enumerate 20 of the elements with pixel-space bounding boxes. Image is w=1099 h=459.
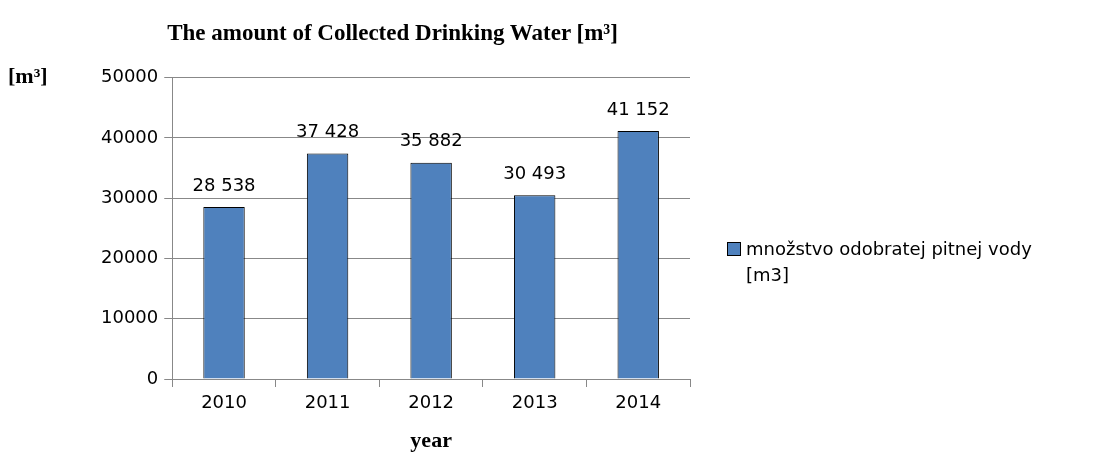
y-tick-label: 30000 (101, 185, 159, 207)
y-tick-label: 10000 (101, 306, 159, 328)
chart-title: The amount of Collected Drinking Water [m³] (167, 19, 618, 45)
x-tick-label: 2014 (615, 391, 662, 413)
x-tick-label: 2013 (511, 391, 558, 413)
data-label: 28 538 (192, 173, 256, 195)
y-tick-label: 20000 (101, 246, 159, 268)
y-tick-label: 50000 (101, 65, 159, 87)
data-label: 37 428 (296, 120, 360, 142)
data-label: 30 493 (503, 161, 567, 183)
x-tick-label: 2011 (304, 391, 351, 413)
x-tick-label: 2012 (408, 391, 455, 413)
y-axis-title: [m³] (8, 63, 48, 89)
y-tick-label: 0 (146, 366, 159, 388)
data-label: 41 152 (606, 97, 670, 119)
legend-label: množstvo odobratej pitnej vody [m3] (746, 237, 1033, 287)
x-axis-title: year (410, 427, 453, 453)
y-tick-label: 40000 (101, 125, 159, 147)
x-tick-label: 2010 (201, 391, 247, 413)
data-label: 35 882 (399, 129, 463, 151)
